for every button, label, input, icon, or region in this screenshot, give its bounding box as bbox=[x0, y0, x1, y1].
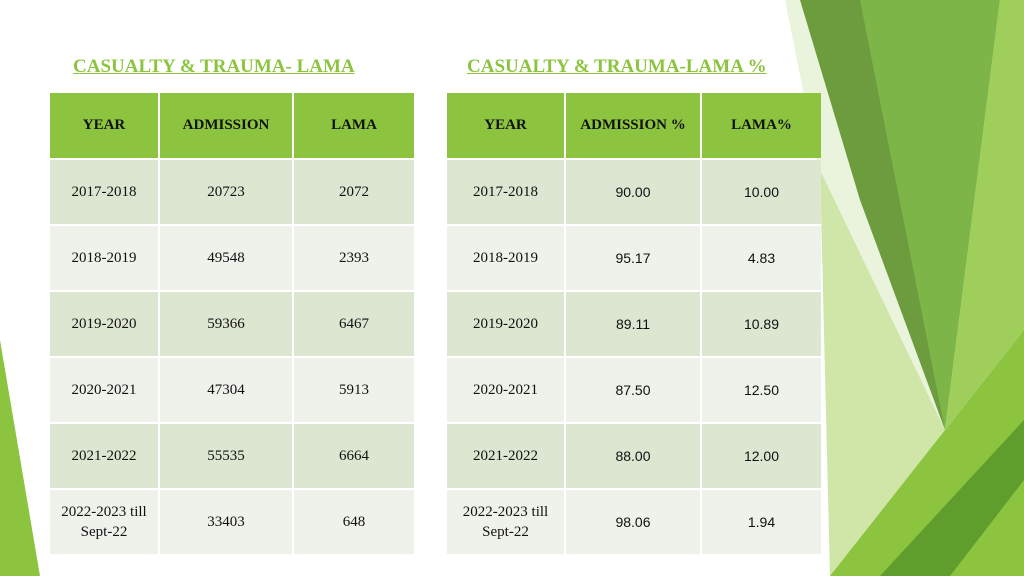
table-cell: 95.17 bbox=[566, 226, 700, 290]
table-title: CASUALTY & TRAUMA-LAMA % bbox=[467, 56, 767, 77]
table-title: CASUALTY & TRAUMA- LAMA bbox=[73, 56, 355, 77]
table-cell: 2017-2018 bbox=[447, 160, 564, 224]
table-cell: 20723 bbox=[160, 160, 292, 224]
table-cell: 2393 bbox=[294, 226, 414, 290]
table-cell: 2020-2021 bbox=[447, 358, 564, 422]
shape bbox=[945, 0, 1024, 430]
table-cell: 2018-2019 bbox=[50, 226, 158, 290]
table-cell: 6664 bbox=[294, 424, 414, 488]
header-cell: YEAR bbox=[447, 93, 564, 158]
table-cell: 2018-2019 bbox=[447, 226, 564, 290]
table-cell: 49548 bbox=[160, 226, 292, 290]
table-cell: 2072 bbox=[294, 160, 414, 224]
shape bbox=[0, 340, 40, 576]
table-cell: 648 bbox=[294, 490, 414, 554]
table-cell: 2022-2023 till Sept-22 bbox=[50, 490, 158, 554]
table-cell: 4.83 bbox=[702, 226, 821, 290]
table-cell: 2017-2018 bbox=[50, 160, 158, 224]
table-cell: 2019-2020 bbox=[447, 292, 564, 356]
table-cell: 1.94 bbox=[702, 490, 821, 554]
header-cell: ADMISSION bbox=[160, 93, 292, 158]
header-cell: LAMA bbox=[294, 93, 414, 158]
header-cell: LAMA% bbox=[702, 93, 821, 158]
table-cell: 2022-2023 till Sept-22 bbox=[447, 490, 564, 554]
table-cell: 59366 bbox=[160, 292, 292, 356]
shape bbox=[950, 480, 1024, 576]
table-cell: 5913 bbox=[294, 358, 414, 422]
table-cell: 2021-2022 bbox=[50, 424, 158, 488]
table-cell: 55535 bbox=[160, 424, 292, 488]
table-cell: 6467 bbox=[294, 292, 414, 356]
table-cell: 87.50 bbox=[566, 358, 700, 422]
table-cell: 10.00 bbox=[702, 160, 821, 224]
table-cell: 47304 bbox=[160, 358, 292, 422]
table-cell: 2019-2020 bbox=[50, 292, 158, 356]
table-cell: 88.00 bbox=[566, 424, 700, 488]
header-cell: YEAR bbox=[50, 93, 158, 158]
shape bbox=[860, 0, 1000, 430]
table-cell: 2020-2021 bbox=[50, 358, 158, 422]
table-cell: 2021-2022 bbox=[447, 424, 564, 488]
table-cell: 12.00 bbox=[702, 424, 821, 488]
table-cell: 10.89 bbox=[702, 292, 821, 356]
table-cell: 89.11 bbox=[566, 292, 700, 356]
table-cell: 12.50 bbox=[702, 358, 821, 422]
table-cell: 98.06 bbox=[566, 490, 700, 554]
table-cell: 33403 bbox=[160, 490, 292, 554]
shape bbox=[800, 0, 945, 430]
header-cell: ADMISSION % bbox=[566, 93, 700, 158]
table-cell: 90.00 bbox=[566, 160, 700, 224]
